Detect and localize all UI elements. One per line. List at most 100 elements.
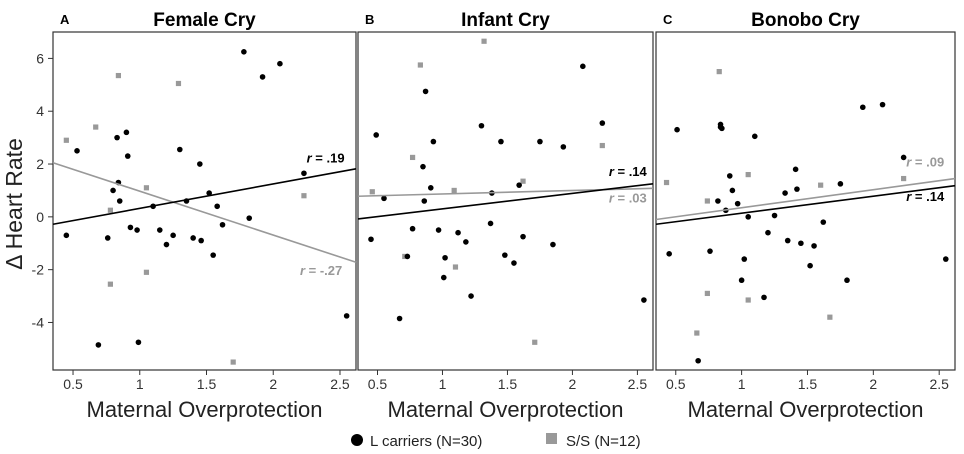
data-point-ss (481, 38, 487, 44)
data-point-l-carrier (794, 186, 800, 192)
data-point-l-carrier (373, 132, 379, 138)
data-point-l-carrier (135, 339, 142, 346)
x-tick-label: 1 (439, 376, 447, 392)
data-point-l-carrier (404, 253, 411, 260)
fit-line-ss (655, 177, 956, 221)
data-point-ss (716, 69, 722, 75)
r-label-ss: r = .09 (906, 155, 944, 170)
x-tick-label: 0.5 (666, 376, 686, 392)
data-point-l-carrier (837, 181, 844, 187)
data-point-l-carrier (241, 49, 247, 55)
data-point-ss (301, 193, 307, 199)
data-point-ss (452, 264, 459, 270)
y-tick-label: 2 (36, 156, 44, 172)
data-point-l-carrier (498, 138, 504, 145)
data-point-l-carrier (729, 187, 736, 194)
panel-bonobo-cry: C Bonobo Cry 0.5 1 1.5 2 2.5 Maternal Overprote… (655, 10, 956, 422)
data-point-ss (745, 171, 751, 178)
data-point-l-carrier (734, 200, 741, 207)
legend-marker-ss (546, 433, 557, 444)
fit-line-l-carriers (655, 184, 956, 226)
data-point-l-carrier (156, 227, 163, 233)
data-point-l-carrier (219, 221, 226, 228)
data-point-l-carrier (420, 163, 426, 170)
data-point-l-carrier (442, 254, 448, 261)
x-axis-label: Maternal Overprotection (87, 397, 323, 422)
data-point-l-carrier (134, 227, 140, 233)
data-point-l-carrier (487, 220, 494, 227)
data-point-l-carrier (463, 239, 469, 245)
data-point-l-carrier (560, 144, 567, 150)
data-point-l-carrier (198, 237, 204, 244)
panel-female-cry: A Female Cry 6 4 2 0 -2 -4 0.5 1 1.5 2 2.5 Maternal O… (32, 10, 357, 422)
r-label-ss: r = -.27 (300, 263, 342, 278)
data-point-l-carrier (859, 104, 866, 111)
data-point-ss (107, 281, 113, 287)
panel-title: Infant Cry (461, 10, 550, 31)
x-tick-label: 1.5 (197, 376, 217, 392)
data-point-l-carrier (550, 241, 556, 248)
data-point-ss (143, 185, 150, 191)
panel-letter: A (60, 12, 70, 27)
data-point-l-carrier (784, 237, 791, 244)
data-point-l-carrier (63, 232, 70, 239)
data-point-ss (532, 339, 538, 345)
data-point-l-carrier (177, 146, 183, 153)
data-point-l-carrier (214, 203, 220, 210)
data-point-ss (63, 137, 69, 143)
data-point-ss (230, 359, 236, 365)
x-tick-label: 2.5 (628, 376, 648, 392)
x-tick-label: 1.5 (498, 376, 518, 392)
legend: L carriers (N=30) S/S (N=12) (351, 433, 641, 450)
data-point-l-carrier (163, 241, 170, 248)
data-point-l-carrier (74, 148, 80, 154)
data-point-ss (451, 187, 457, 194)
data-point-l-carrier (259, 74, 266, 80)
data-point-l-carrier (197, 161, 203, 167)
data-point-l-carrier (599, 120, 606, 126)
data-point-ss (417, 62, 423, 68)
data-point-l-carrier (478, 122, 485, 129)
data-point-l-carrier (811, 243, 817, 249)
data-point-ss (599, 142, 605, 149)
data-point-ss (818, 182, 824, 188)
r-label-l-carriers: r = .19 (307, 151, 345, 166)
data-point-l-carrier (430, 138, 437, 145)
data-point-l-carrier (210, 252, 216, 258)
data-point-l-carrier (127, 224, 134, 231)
data-point-ss (827, 314, 833, 320)
panel-title: Female Cry (153, 10, 256, 31)
data-point-l-carrier (641, 297, 647, 303)
y-tick-label: 4 (36, 103, 44, 119)
data-point-ss (107, 207, 113, 213)
data-point-l-carrier (396, 315, 403, 322)
data-point-l-carrier (422, 88, 429, 95)
data-point-l-carrier (116, 198, 123, 204)
r-label-l-carriers: r = .14 (906, 189, 945, 204)
data-point-ss (115, 72, 122, 79)
data-point-l-carrier (123, 129, 130, 136)
data-point-l-carrier (771, 212, 778, 219)
data-point-l-carrier (468, 293, 474, 299)
data-point-l-carrier (844, 277, 850, 284)
plot-frame (357, 31, 654, 371)
data-point-l-carrier (765, 229, 771, 236)
x-tick-label: 2 (569, 376, 577, 392)
data-point-ss (175, 80, 182, 87)
data-point-l-carrier (516, 182, 522, 188)
data-point-l-carrier (726, 173, 733, 179)
data-point-ss (663, 179, 670, 186)
data-point-ss (694, 330, 700, 336)
y-tick-label: 6 (36, 50, 44, 66)
x-tick-label: 1 (136, 376, 144, 392)
x-tick-label: 2.5 (929, 376, 949, 392)
data-point-l-carrier (435, 227, 442, 233)
r-label-ss: r = .03 (609, 190, 647, 205)
y-tick-label: -4 (32, 314, 45, 330)
data-point-l-carrier (715, 198, 721, 204)
data-point-l-carrier (798, 240, 804, 247)
legend-label-ss: S/S (N=12) (566, 433, 641, 450)
x-tick-label: 1 (738, 376, 746, 392)
data-point-l-carrier (95, 342, 102, 348)
